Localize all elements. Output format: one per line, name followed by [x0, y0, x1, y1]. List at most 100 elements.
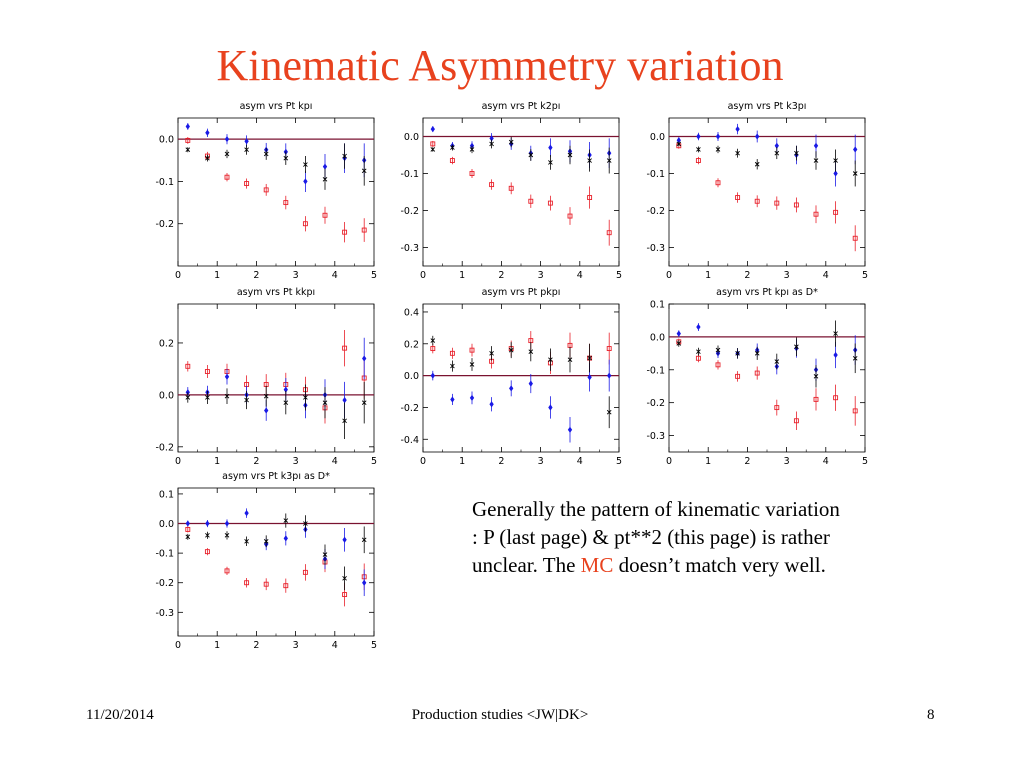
notes-mc-highlight: MC [580, 553, 614, 577]
data-point-red [430, 141, 436, 147]
y-tick-label: -0.2 [646, 206, 665, 217]
footer-date: 11/20/2014 [86, 707, 154, 723]
data-point-black [322, 176, 328, 182]
y-tick-label: 0.0 [404, 132, 419, 143]
data-point-black [715, 347, 721, 353]
x-tick-label: 4 [577, 456, 583, 467]
y-tick-label: 0.0 [159, 519, 174, 530]
data-point-black [676, 141, 682, 147]
data-point-red [185, 526, 191, 532]
x-tick-label: 0 [175, 270, 181, 281]
data-point-red [715, 362, 721, 368]
chart-5: asym vrs Pt pkpı 0 1 2 3 4 5 -0.4 -0.2 0.0 0.2 0.4 [400, 287, 622, 467]
chart-panel-6: asym vrs Pt kpı as D* 0 1 2 3 4 5 -0.3 -0.2 -0.1 0… [637, 282, 877, 472]
x-tick-label: 3 [784, 456, 790, 467]
notes-text-after: doesn’t match very well. [613, 553, 826, 577]
notes-text: Generally the pattern of kinematic varia… [472, 495, 842, 579]
data-point-black [852, 355, 858, 361]
data-point-red [449, 158, 455, 163]
data-point-red [263, 581, 269, 587]
chart-panel-2: asym vrs Pt k2pı 0 1 2 3 4 5 -0.3 -0.2 -0.1 0.0 [391, 96, 631, 286]
data-point-red [528, 198, 534, 204]
y-tick-label: -0.3 [400, 243, 419, 254]
x-tick-label: 2 [253, 640, 259, 651]
data-point-black [185, 147, 191, 153]
y-tick-label: -0.3 [155, 608, 174, 619]
y-tick-label: -0.1 [400, 169, 419, 180]
data-point-red [754, 198, 760, 204]
data-point-black [430, 147, 436, 152]
data-point-red [774, 200, 780, 206]
data-point-black [469, 362, 475, 367]
data-point-black [283, 155, 289, 161]
x-tick-label: 5 [371, 640, 377, 651]
data-point-blue [303, 178, 308, 185]
data-point-red [244, 181, 250, 186]
data-point-black [606, 409, 612, 415]
data-point-blue [607, 372, 612, 379]
data-point-black [185, 534, 191, 540]
data-point-black [322, 400, 328, 405]
data-point-blue [735, 125, 740, 133]
x-tick-label: 0 [420, 456, 426, 467]
data-point-black [361, 168, 367, 174]
data-point-red [204, 549, 210, 555]
data-point-red [469, 347, 475, 353]
x-tick-label: 5 [862, 456, 868, 467]
data-point-black [587, 355, 592, 361]
chart-4: asym vrs Pt kkpı 0 1 2 3 4 5 -0.2 0.0 0.2 [155, 287, 377, 467]
data-point-black [224, 533, 230, 538]
data-point-black [244, 147, 249, 153]
data-point-blue [185, 520, 190, 527]
x-tick-label: 1 [459, 456, 465, 467]
data-point-red [342, 345, 348, 351]
y-tick-label: 0.0 [650, 332, 665, 343]
data-point-blue [430, 372, 435, 379]
data-point-black [205, 533, 210, 538]
x-tick-label: 0 [175, 640, 181, 651]
data-point-black [794, 150, 799, 156]
data-point-blue [489, 401, 494, 408]
data-point-red [489, 182, 495, 188]
data-point-black [263, 151, 269, 157]
data-point-blue [430, 125, 435, 133]
y-tick-label: 0.0 [650, 132, 665, 143]
y-tick-label: 0.1 [159, 489, 174, 500]
data-point-red [735, 373, 741, 379]
x-tick-label: 1 [214, 270, 220, 281]
chart-title: asym vrs Pt kpı [240, 101, 313, 112]
x-tick-label: 1 [214, 640, 220, 651]
data-point-red [430, 346, 436, 352]
y-tick-label: 0.0 [404, 371, 419, 382]
x-tick-label: 5 [371, 270, 377, 281]
x-tick-label: 0 [666, 456, 672, 467]
data-point-red [606, 346, 612, 352]
data-point-red [322, 212, 328, 218]
data-point-black [754, 161, 760, 167]
x-tick-label: 5 [616, 456, 622, 467]
data-point-red [852, 408, 858, 414]
x-tick-label: 2 [253, 456, 259, 467]
data-point-black [833, 331, 838, 336]
data-point-red [833, 209, 839, 215]
data-point-black [696, 147, 701, 152]
x-tick-label: 0 [175, 456, 181, 467]
data-point-black [283, 400, 289, 405]
data-point-black [567, 357, 573, 363]
x-tick-label: 1 [459, 270, 465, 281]
data-point-blue [362, 579, 367, 586]
data-point-red [361, 227, 367, 233]
data-point-black [185, 395, 191, 400]
data-point-black [676, 341, 682, 346]
x-tick-label: 5 [862, 270, 868, 281]
data-point-black [852, 171, 858, 176]
x-tick-label: 1 [214, 456, 220, 467]
y-tick-label: -0.4 [400, 435, 419, 446]
data-point-black [774, 359, 780, 364]
data-point-red [283, 200, 289, 206]
data-point-blue [528, 380, 533, 387]
y-tick-label: -0.3 [646, 431, 665, 442]
x-tick-label: 3 [538, 456, 544, 467]
data-point-black [548, 160, 553, 165]
data-point-red [606, 230, 612, 236]
